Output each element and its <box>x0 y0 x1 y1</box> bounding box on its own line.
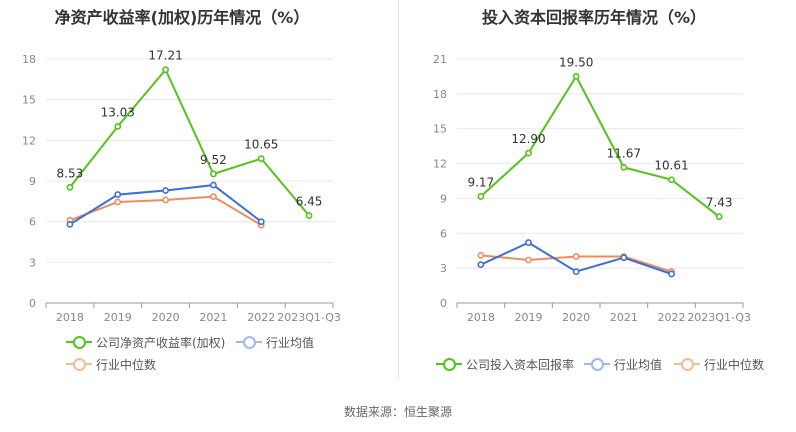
roe-chart-title: 净资产收益率(加权)历年情况（%） <box>54 8 310 27</box>
data-label: 9.17 <box>467 175 494 189</box>
data-point <box>114 122 122 130</box>
roic-legend-industry-avg[interactable]: 行业均值 <box>584 356 662 372</box>
y-tick-label: 0 <box>440 297 447 310</box>
data-label: 7.43 <box>706 196 733 210</box>
y-tick-label: 21 <box>433 53 447 66</box>
roe-chart-svg: 0 3 6 9 12 15 18 2018 2019 2020 2021 2022 2023Q1-Q3 8… <box>22 49 341 324</box>
data-point <box>620 254 628 262</box>
roic-chart-svg: 0 3 6 9 12 15 18 21 2018 2019 2020 2021 2022 2023Q1-Q… <box>433 53 751 324</box>
roe-legend-industry-median-label: 行业中位数 <box>96 357 157 372</box>
data-label: 6.45 <box>296 195 323 209</box>
legend-line-marker-icon <box>66 334 92 350</box>
y-tick-label: 12 <box>433 158 447 171</box>
y-tick-label: 6 <box>29 216 36 229</box>
data-label: 19.50 <box>559 55 593 69</box>
data-label: 12.90 <box>511 132 545 146</box>
data-point <box>162 187 169 194</box>
legend-line-marker-icon <box>584 356 610 372</box>
x-tick-label: 2020 <box>562 311 590 324</box>
x-tick-label: 2023Q1-Q3 <box>277 311 341 324</box>
x-tick-label: 2021 <box>610 311 638 324</box>
y-tick-label: 9 <box>440 192 447 205</box>
data-point <box>257 155 265 163</box>
panel-divider <box>398 0 399 380</box>
roic-chart-title: 投入资本回报率历年情况（%） <box>481 8 707 27</box>
data-point <box>620 164 628 171</box>
roic-legend-industry-median[interactable]: 行业中位数 <box>674 356 764 372</box>
y-tick-label: 15 <box>433 123 447 136</box>
data-point <box>525 149 532 157</box>
roe-legend-industry-median[interactable]: 行业中位数 <box>66 356 156 372</box>
data-point <box>210 181 217 189</box>
x-tick-label: 2019 <box>104 311 132 324</box>
roic-legend-company[interactable]: 公司投入资本回报率 <box>436 356 574 372</box>
data-point <box>525 239 532 246</box>
data-label: 8.53 <box>57 166 84 180</box>
data-point <box>525 256 532 264</box>
roe-chart-panel: 净资产收益率(加权)历年情况（%） 0 3 6 9 12 15 18 2018 2019 2020… <box>22 8 341 372</box>
data-point <box>572 253 580 260</box>
roic-legend-company-label: 公司投入资本回报率 <box>466 357 575 372</box>
roe-legend-company-label: 公司净资产收益率(加权) <box>96 335 226 350</box>
data-point <box>210 193 217 200</box>
x-tick-label: 2018 <box>467 311 495 324</box>
data-label: 10.65 <box>244 138 278 152</box>
x-tick-label: 2022 <box>658 311 686 324</box>
data-label: 10.61 <box>654 159 688 173</box>
y-tick-label: 6 <box>440 227 447 240</box>
y-tick-label: 18 <box>22 53 36 66</box>
data-point <box>66 183 74 191</box>
x-tick-label: 2021 <box>199 311 227 324</box>
data-point <box>572 268 580 276</box>
roic-legend-industry-median-label: 行业中位数 <box>704 357 765 372</box>
data-point <box>210 170 217 178</box>
legend-line-marker-icon <box>674 356 700 372</box>
data-label: 17.21 <box>148 49 182 63</box>
series-line <box>480 74 720 218</box>
data-point <box>477 251 485 259</box>
legend-line-marker-icon <box>436 356 462 372</box>
data-point <box>257 218 265 226</box>
roic-chart-panel: 投入资本回报率历年情况（%） 0 3 6 9 12 15 18 21 2018 2019 2020 2… <box>398 0 796 432</box>
data-point <box>114 191 122 198</box>
y-tick-label: 0 <box>29 297 36 310</box>
data-point <box>477 261 485 269</box>
data-point <box>715 213 723 221</box>
data-point <box>668 176 675 184</box>
data-label: 13.03 <box>101 105 135 119</box>
x-tick-label: 2019 <box>515 311 543 324</box>
y-tick-label: 9 <box>29 175 36 188</box>
data-point <box>572 73 580 80</box>
roe-legend-company[interactable]: 公司净资产收益率(加权) <box>66 334 225 350</box>
data-point <box>477 193 485 200</box>
y-tick-label: 3 <box>29 256 36 269</box>
data-label: 9.52 <box>200 153 227 167</box>
roe-legend-industry-avg-label: 行业均值 <box>266 335 315 350</box>
series-line <box>69 67 310 217</box>
legend-line-marker-icon <box>236 334 262 350</box>
data-point <box>305 212 313 219</box>
data-point <box>162 196 169 204</box>
data-point <box>162 66 169 74</box>
y-tick-label: 12 <box>22 134 36 147</box>
data-point <box>114 198 122 206</box>
x-tick-label: 2022 <box>247 311 275 324</box>
data-point <box>668 270 675 278</box>
y-tick-label: 18 <box>433 88 447 101</box>
x-tick-label: 2018 <box>56 311 84 324</box>
roe-legend-industry-avg[interactable]: 行业均值 <box>236 334 314 350</box>
legend-line-marker-icon <box>66 356 92 372</box>
y-tick-label: 15 <box>22 94 36 107</box>
data-label: 11.67 <box>607 146 641 160</box>
data-source-note: 数据来源：恒生聚源 <box>343 405 452 419</box>
data-point <box>66 220 74 228</box>
x-tick-label: 2020 <box>152 311 180 324</box>
y-tick-label: 3 <box>440 262 447 275</box>
x-tick-label: 2023Q1-Q3 <box>687 311 751 324</box>
roic-legend-industry-avg-label: 行业均值 <box>614 357 663 372</box>
